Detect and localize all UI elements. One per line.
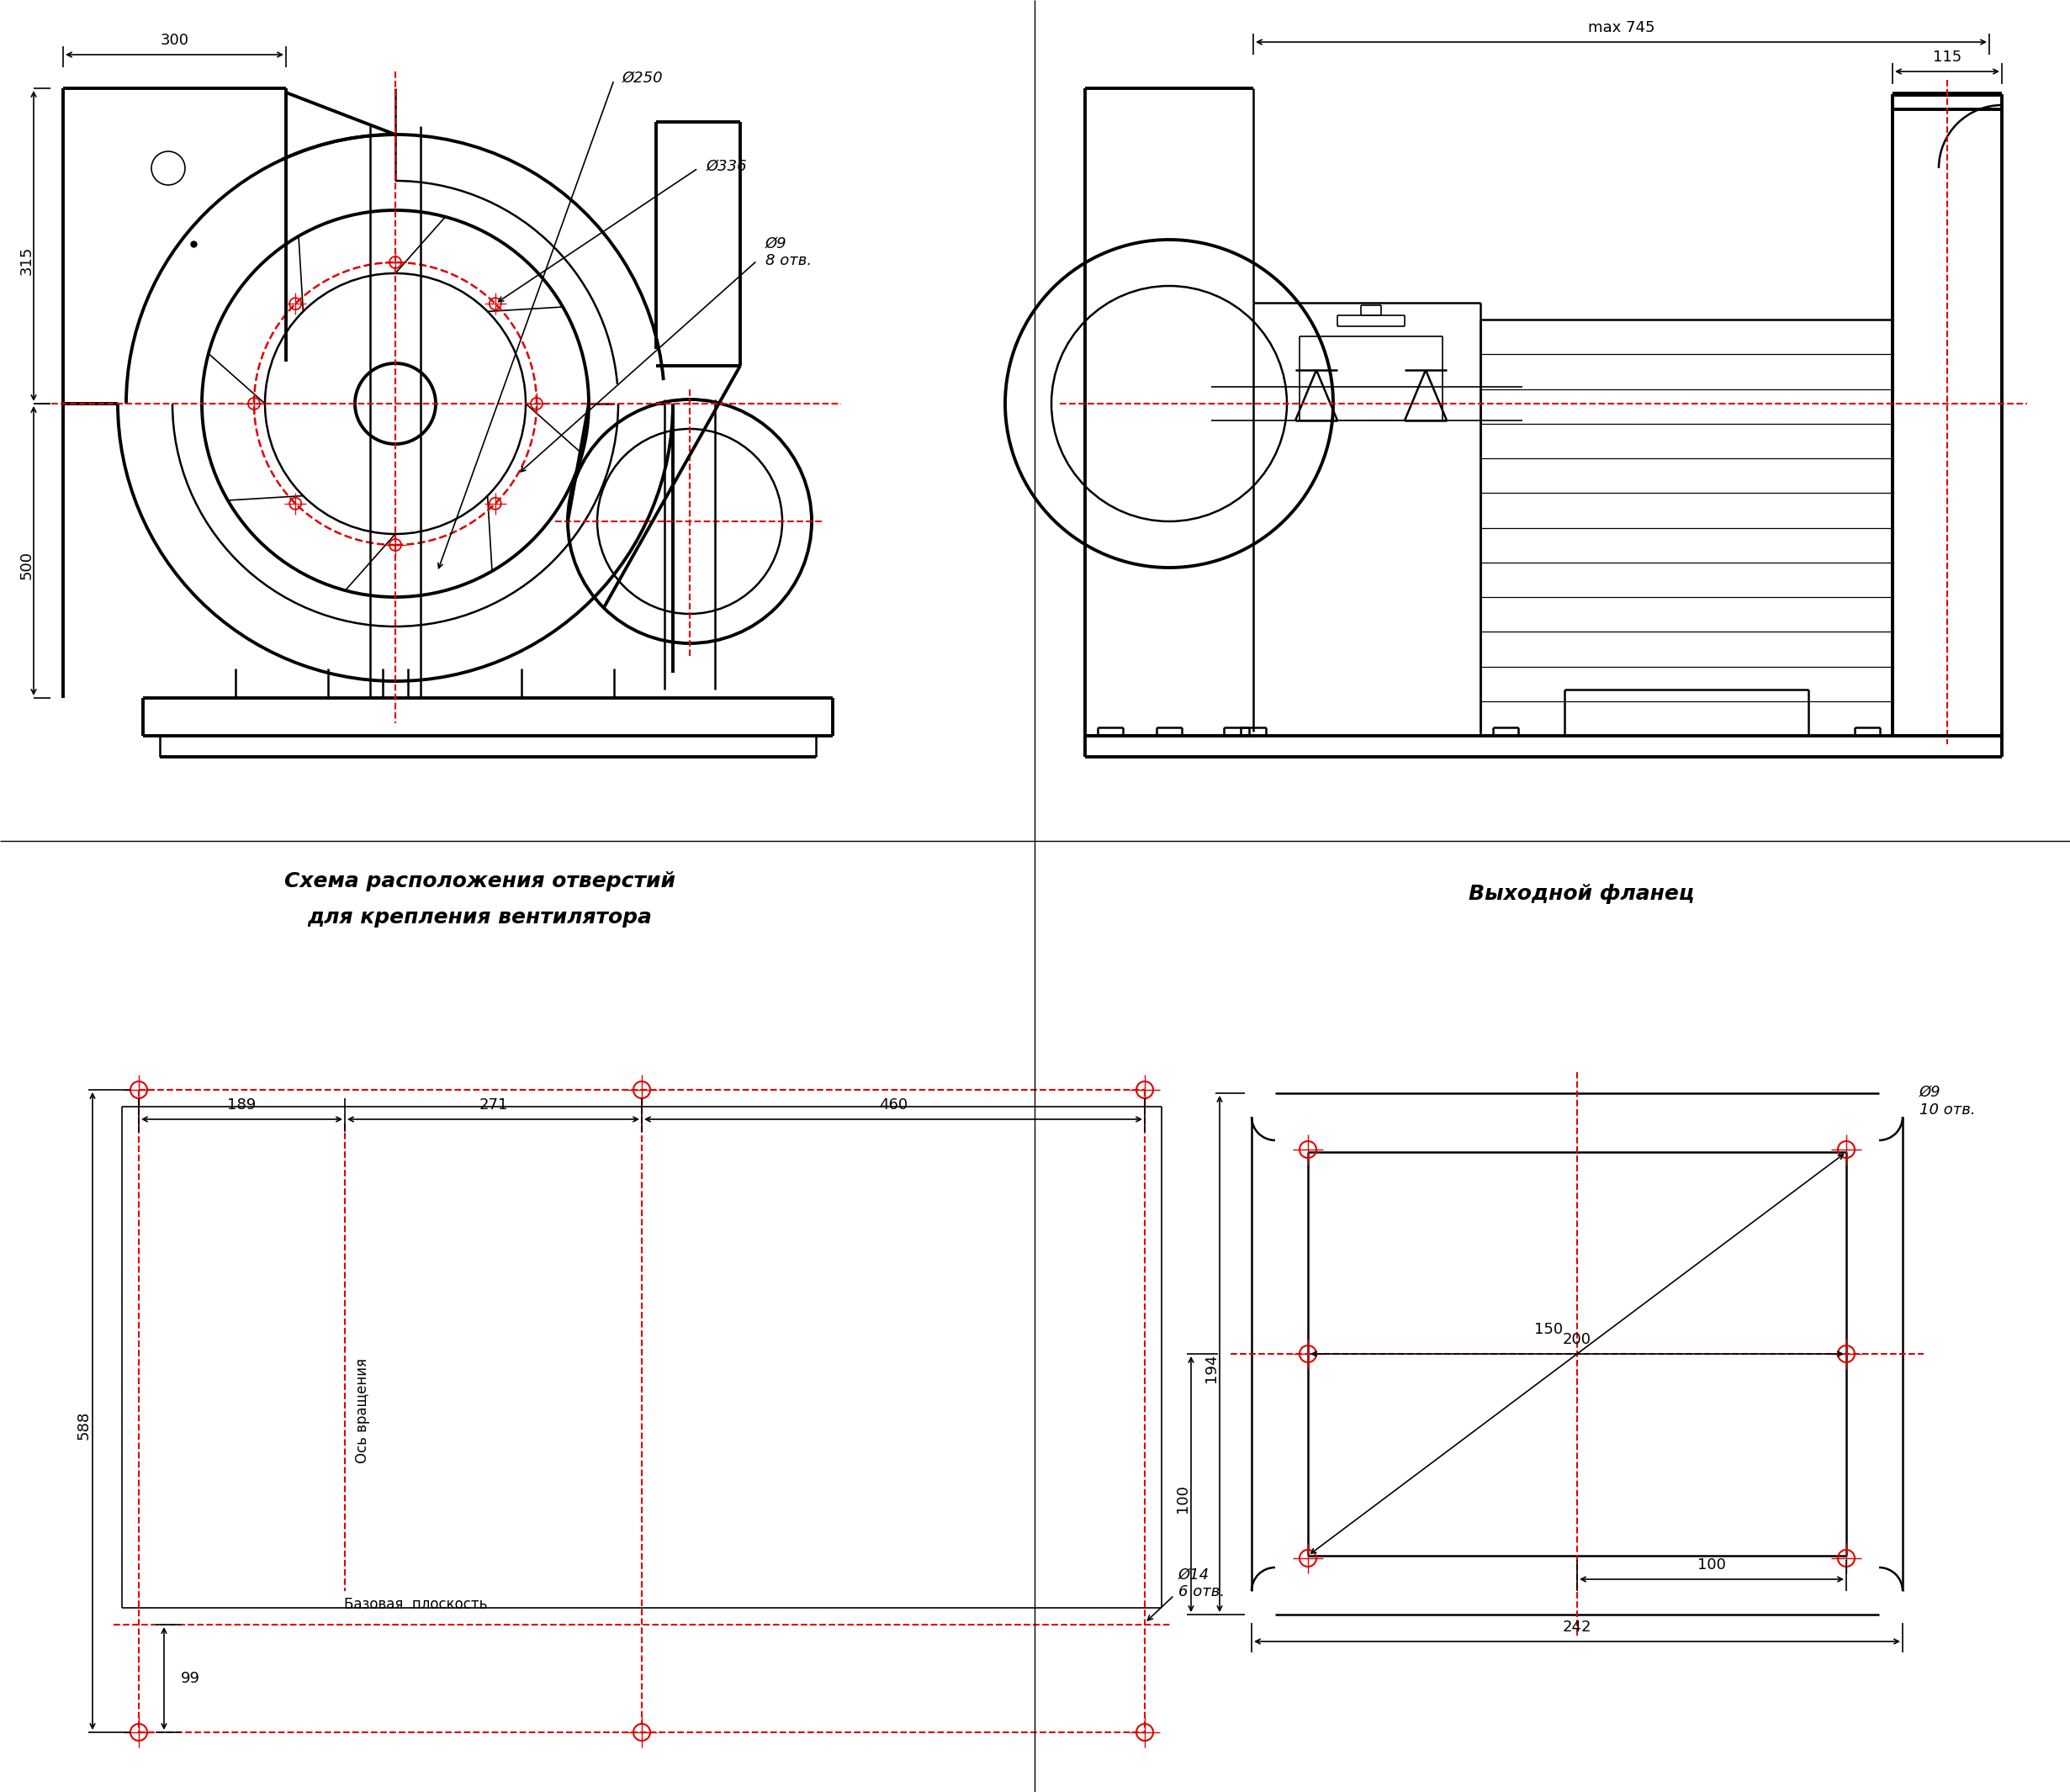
Text: Ось вращения: Ось вращения <box>354 1358 371 1464</box>
Text: 99: 99 <box>180 1670 201 1686</box>
Text: Ø9
8 отв.: Ø9 8 отв. <box>766 237 811 269</box>
Text: 460: 460 <box>880 1097 907 1113</box>
Text: Базовая  плоскость: Базовая плоскость <box>344 1597 486 1613</box>
Text: Ø14
6 отв.: Ø14 6 отв. <box>1178 1566 1225 1600</box>
Text: 100: 100 <box>1176 1484 1190 1512</box>
Text: 194: 194 <box>1203 1355 1219 1383</box>
Text: Ø9
10 отв.: Ø9 10 отв. <box>1919 1084 1975 1118</box>
Text: Ø336: Ø336 <box>706 159 747 174</box>
Text: 242: 242 <box>1563 1620 1592 1634</box>
Text: 189: 189 <box>228 1097 257 1113</box>
Text: 100: 100 <box>1697 1557 1726 1573</box>
Text: 315: 315 <box>19 246 35 274</box>
Text: 500: 500 <box>19 550 35 579</box>
Text: Выходной фланец: Выходной фланец <box>1468 883 1693 903</box>
Text: для крепления вентилятора: для крепления вентилятора <box>306 907 652 928</box>
Text: 115: 115 <box>1933 50 1962 65</box>
Text: 588: 588 <box>77 1410 91 1439</box>
Text: Ø250: Ø250 <box>623 70 662 86</box>
Text: 271: 271 <box>478 1097 507 1113</box>
Text: Схема расположения отверстий: Схема расположения отверстий <box>284 871 675 891</box>
Text: 200: 200 <box>1563 1331 1592 1348</box>
Text: 300: 300 <box>159 32 188 48</box>
Text: max 745: max 745 <box>1588 20 1654 36</box>
Text: 150: 150 <box>1534 1321 1563 1337</box>
